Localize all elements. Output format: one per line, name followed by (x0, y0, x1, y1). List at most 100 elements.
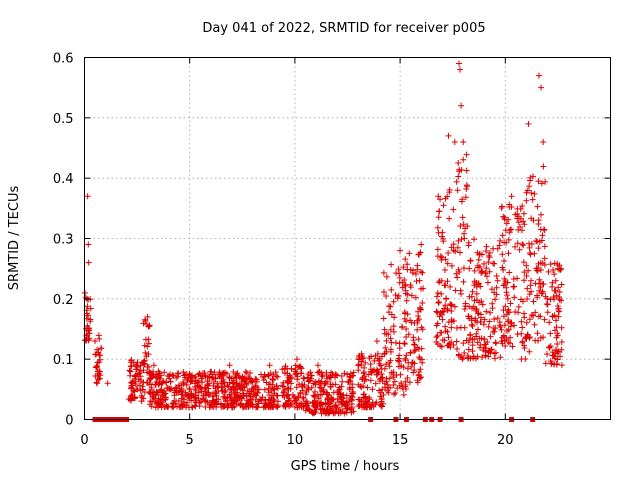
data-point (474, 339, 481, 346)
data-point (434, 293, 441, 300)
data-point (437, 253, 444, 260)
data-point (514, 275, 521, 282)
plot-frame (84, 57, 611, 420)
data-point (461, 305, 468, 312)
data-point (437, 310, 444, 317)
data-point (319, 373, 326, 380)
data-point (314, 369, 321, 376)
data-point (485, 252, 492, 259)
data-point (332, 371, 339, 378)
data-point (386, 363, 393, 370)
data-point (505, 216, 512, 223)
data-point (396, 274, 403, 281)
data-point (220, 370, 227, 377)
data-point (249, 378, 256, 385)
data-point (218, 384, 225, 391)
data-point (505, 308, 512, 315)
data-point (233, 400, 240, 407)
data-point (535, 178, 542, 185)
data-point (260, 376, 267, 383)
data-point (540, 163, 547, 170)
data-point (127, 372, 134, 379)
data-point (441, 282, 448, 289)
data-point (391, 378, 398, 385)
data-point (538, 211, 545, 218)
data-point (415, 345, 422, 352)
data-point (434, 332, 441, 339)
data-point (279, 366, 286, 373)
data-point (206, 392, 213, 399)
data-point (84, 193, 91, 200)
data-point (143, 353, 150, 360)
data-point (411, 367, 418, 374)
data-point (542, 178, 549, 185)
data-point (397, 247, 404, 254)
data-point (469, 305, 476, 312)
ticks-layer (84, 57, 611, 420)
data-point (453, 338, 460, 345)
data-point (487, 333, 494, 340)
data-point (147, 398, 154, 405)
data-point (251, 391, 258, 398)
data-point (175, 389, 182, 396)
data-point (433, 308, 440, 315)
data-point (295, 393, 302, 400)
data-point (317, 400, 324, 407)
data-point (444, 305, 451, 312)
data-point (508, 226, 515, 233)
data-point (95, 332, 102, 339)
data-point (466, 293, 473, 300)
data-point (403, 318, 410, 325)
data-point (465, 354, 472, 361)
data-point (87, 318, 94, 325)
data-point (450, 341, 457, 348)
data-point (404, 311, 411, 318)
data-point (388, 369, 395, 376)
data-point (198, 388, 205, 395)
data-point (367, 377, 374, 384)
data-point (265, 372, 272, 379)
data-point (413, 278, 420, 285)
data-point (478, 298, 485, 305)
data-point (390, 298, 397, 305)
data-point (460, 138, 467, 145)
data-point (475, 256, 482, 263)
data-point (473, 290, 480, 297)
data-point (501, 239, 508, 246)
data-point (216, 371, 223, 378)
data-point (483, 243, 490, 250)
data-point (547, 343, 554, 350)
data-point (442, 328, 449, 335)
data-point (455, 173, 462, 180)
x-axis-label: GPS time / hours (291, 459, 400, 474)
data-point (280, 389, 287, 396)
data-point (320, 408, 327, 415)
chart-title: Day 041 of 2022, SRMTID for receiver p00… (202, 21, 485, 36)
data-point (460, 354, 467, 361)
data-point (229, 399, 236, 406)
data-point (94, 368, 101, 375)
data-point (208, 368, 215, 375)
data-point (219, 387, 226, 394)
data-point (141, 357, 148, 364)
data-point (520, 310, 527, 317)
data-point (505, 250, 512, 257)
data-point (380, 288, 387, 295)
data-point (147, 369, 154, 376)
data-point (96, 352, 103, 359)
data-point (418, 241, 425, 248)
data-point (527, 177, 534, 184)
data-point (205, 391, 212, 398)
data-point (195, 371, 202, 378)
data-point (167, 378, 174, 385)
data-point (419, 269, 426, 276)
data-point (410, 334, 417, 341)
data-point (512, 243, 519, 250)
data-point (489, 305, 496, 312)
data-point (443, 295, 450, 302)
data-point (530, 217, 537, 224)
data-point (502, 303, 509, 310)
data-point (475, 264, 482, 271)
data-point (146, 323, 153, 330)
data-point (254, 404, 261, 410)
